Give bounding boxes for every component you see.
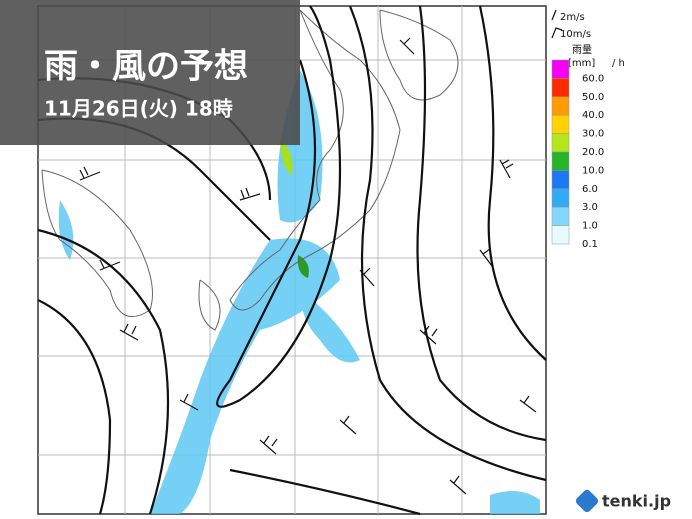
coastline <box>41 9 459 331</box>
title: 雨・風の予想 <box>44 47 248 87</box>
rain-legend-swatch <box>551 170 570 190</box>
rain-legend-label: 60.0 <box>582 73 604 84</box>
barb-2ms-icon <box>551 9 557 21</box>
rain-legend-title: 雨量 <box>572 44 592 56</box>
logo-icon <box>575 489 599 513</box>
rain-legend-swatch <box>551 188 570 208</box>
logo: tenki.jp <box>575 489 671 513</box>
rain-legend-label: 1.0 <box>582 221 598 232</box>
rain-legend-label: 0.1 <box>582 239 598 250</box>
rain-legend: 雨量 [mm] / h 60.0 50.0 40.0 30.0 20.0 10.0 6.0 3… <box>551 44 625 250</box>
wind-legend-10ms: 10m/s <box>560 29 591 40</box>
rain-legend-unit: [mm] <box>568 58 595 69</box>
wind-barbs <box>79 37 537 495</box>
title-box <box>0 0 300 145</box>
wind-legend-2ms: 2m/s <box>560 12 585 23</box>
rain-legend-label: 3.0 <box>582 202 598 213</box>
rain-legend-swatch <box>551 59 570 79</box>
rain-legend-swatch <box>551 133 570 153</box>
rain-legend-per: / h <box>612 58 625 69</box>
rain-legend-label: 10.0 <box>582 165 604 176</box>
rain-legend-swatch <box>551 114 570 134</box>
rain-legend-swatch <box>551 96 570 116</box>
logo-text: tenki.jp <box>602 492 671 511</box>
wind-legend: 2m/s 10m/s <box>551 9 591 40</box>
rain-legend-swatch <box>551 78 570 98</box>
rain-legend-swatch <box>551 225 570 245</box>
rain-legend-label: 50.0 <box>582 92 604 103</box>
rain-legend-swatch <box>551 206 570 226</box>
rain-legend-label: 30.0 <box>582 129 604 140</box>
barb-10ms-icon <box>551 27 563 39</box>
rain-legend-label: 6.0 <box>582 184 598 195</box>
title-panel: 雨・風の予想 11月26日(火) 18時 <box>0 0 300 145</box>
rain-legend-label: 40.0 <box>582 110 604 121</box>
rain-legend-label: 20.0 <box>582 147 604 158</box>
datetime: 11月26日(火) 18時 <box>44 97 233 121</box>
rain-legend-swatch <box>551 151 570 171</box>
